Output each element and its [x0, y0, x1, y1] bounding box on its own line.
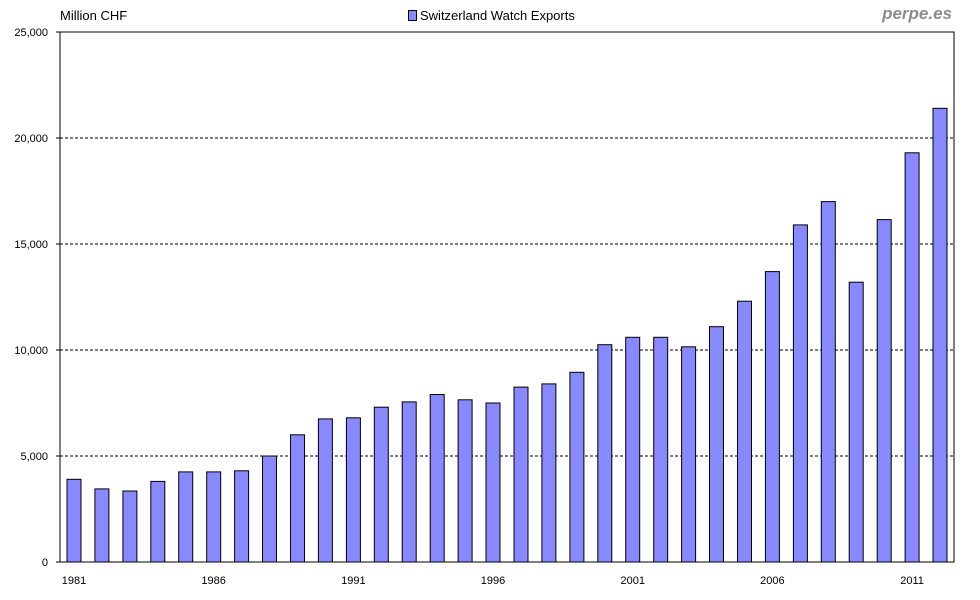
bar-2006: [764, 271, 780, 563]
bar-1985: [178, 471, 194, 563]
bar-2005: [737, 300, 752, 563]
bar-2004: [709, 326, 724, 563]
bar-2012: [932, 107, 948, 563]
y-tick-label: 10,000: [14, 345, 48, 357]
x-tick-label: 2006: [760, 575, 784, 587]
bar-2000: [597, 344, 613, 563]
bar-1994: [429, 394, 445, 563]
bar-2001: [625, 336, 641, 563]
x-axis-ticks: 1981 1986 1991 1996 2001 2006 2011: [62, 575, 924, 587]
bar-2011: [904, 152, 920, 563]
bar-1996: [485, 402, 501, 563]
y-axis-unit-label: Million CHF: [60, 8, 128, 23]
y-tick-label: 0: [42, 557, 48, 569]
x-tick-label: 1981: [62, 575, 86, 587]
bar-1983: [122, 490, 138, 563]
y-tick-label: 15,000: [14, 239, 48, 251]
x-tick-label: 1996: [481, 575, 505, 587]
bar-1989: [290, 434, 305, 563]
y-axis-ticks: 0 5,000 10,000 15,000 20,000 25,000: [14, 27, 60, 569]
bar-2009: [848, 281, 864, 563]
legend-swatch: [408, 10, 417, 21]
bar-1986: [206, 471, 222, 563]
bar-2010: [876, 219, 892, 563]
bar-2003: [681, 346, 697, 563]
bar-2002: [653, 336, 669, 563]
y-tick-label: 20,000: [14, 133, 48, 145]
plot-area: [59, 31, 955, 563]
bar-2008: [820, 201, 836, 563]
bar-1993: [401, 401, 417, 563]
bar-1998: [541, 383, 557, 563]
y-tick-label: 5,000: [20, 451, 48, 463]
bar-1997: [513, 386, 529, 563]
legend: Switzerland Watch Exports: [408, 8, 575, 23]
bar-1999: [569, 371, 585, 563]
watermark: perpe.es: [882, 4, 952, 23]
bar-1992: [373, 406, 389, 563]
x-tick-label: 2001: [620, 575, 644, 587]
bar-1984: [150, 480, 166, 563]
bar-2007: [792, 224, 808, 563]
bar-1988: [262, 455, 277, 563]
x-tick-label: 2011: [900, 575, 924, 587]
x-tick-label: 1986: [201, 575, 225, 587]
x-tick-label: 1991: [341, 575, 365, 587]
legend-label: Switzerland Watch Exports: [420, 8, 575, 23]
bars: [66, 107, 948, 563]
bar-1987: [234, 470, 250, 563]
bar-1991: [345, 417, 361, 563]
bar-1990: [317, 418, 333, 563]
bar-1995: [457, 399, 473, 563]
y-tick-label: 25,000: [14, 27, 48, 39]
bar-1981: [66, 478, 82, 563]
bar-1982: [94, 488, 110, 563]
